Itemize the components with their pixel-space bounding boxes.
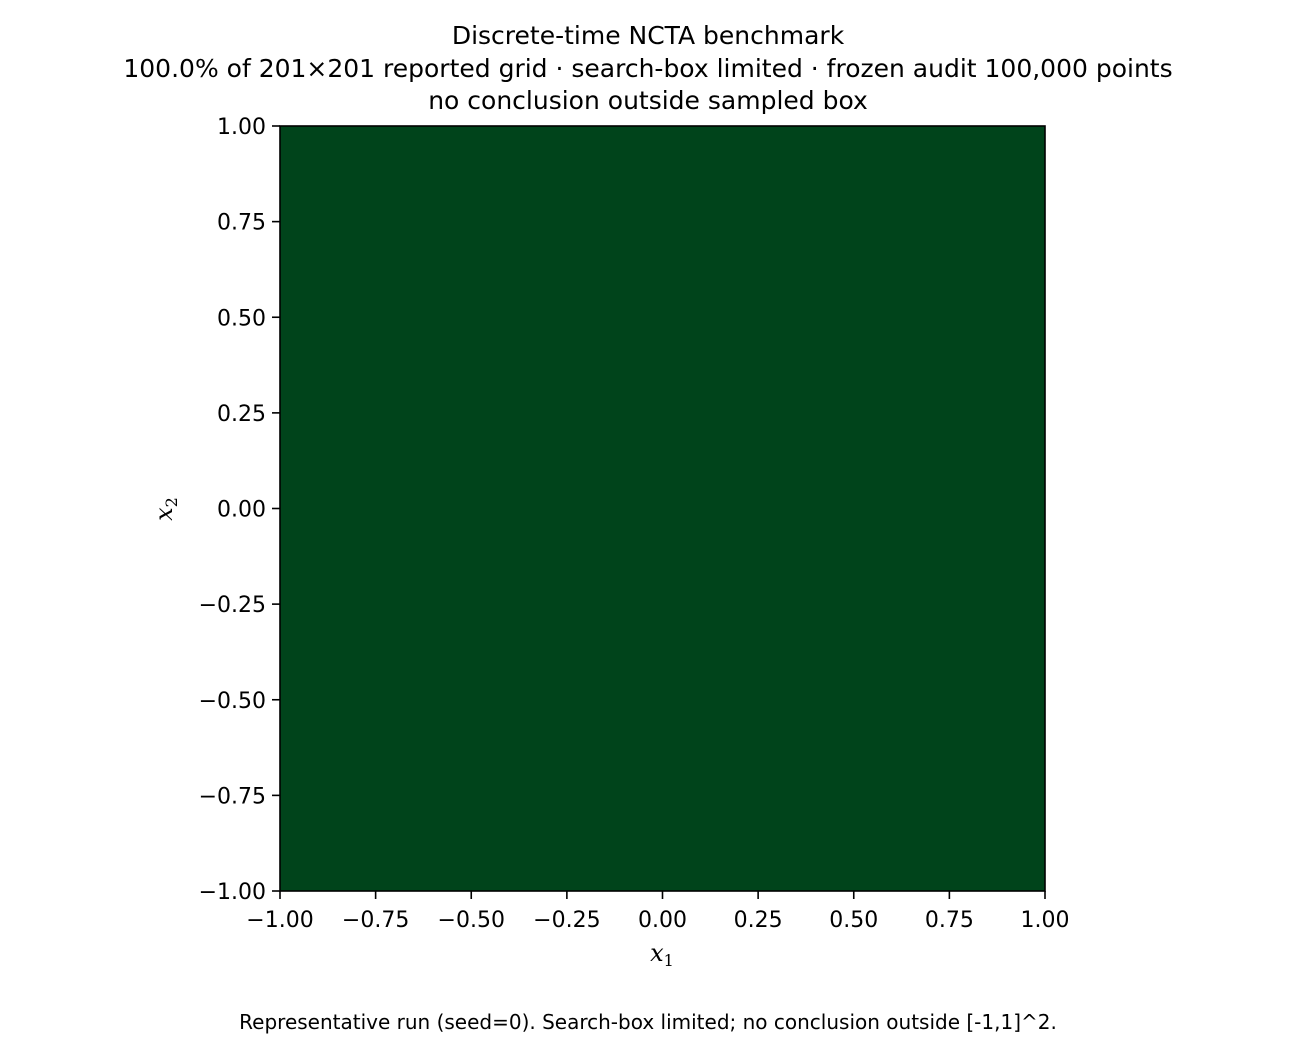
x-axis-label: x1 (650, 939, 674, 970)
x-axis-label-main: x (650, 939, 664, 967)
y-tick-label: −0.25 (199, 593, 266, 618)
y-axis-ticks: −1.00 −0.75 −0.50 −0.25 0.00 0.25 0.50 0.75 1.00 (199, 115, 280, 905)
y-tick-label: 0.00 (217, 498, 266, 523)
y-tick-label: −0.50 (199, 689, 266, 714)
x-tick-label: 0.50 (829, 908, 878, 933)
x-axis-ticks: −1.00 −0.75 −0.50 −0.25 0.00 0.25 0.50 0.75 1.00 (246, 891, 1069, 933)
x-tick-label: −0.25 (533, 908, 600, 933)
x-tick-label: −0.50 (438, 908, 505, 933)
x-tick-label: 0.25 (734, 908, 783, 933)
x-tick-label: −1.00 (246, 908, 313, 933)
y-axis-label: x2 (150, 497, 181, 521)
x-tick-label: −0.75 (342, 908, 409, 933)
chart-subtitle-line-2: no conclusion outside sampled box (428, 86, 868, 115)
y-tick-label: −0.75 (199, 784, 266, 809)
x-tick-label: 1.00 (1021, 908, 1070, 933)
x-axis-label-subscript: 1 (664, 951, 674, 970)
y-tick-label: 0.50 (217, 306, 266, 331)
heatmap-region (280, 126, 1045, 891)
plot-area (279, 125, 1046, 892)
y-tick-label: 1.00 (217, 115, 266, 140)
x-tick-label: 0.00 (638, 908, 687, 933)
x-tick-label: 0.75 (925, 908, 974, 933)
y-tick-label: 0.75 (217, 211, 266, 236)
y-tick-label: 0.25 (217, 402, 266, 427)
figure-caption: Representative run (seed=0). Search-box … (239, 1010, 1057, 1034)
y-axis-label-main: x (150, 507, 178, 521)
heatmap-chart: −1.00 −0.75 −0.50 −0.25 0.00 0.25 0.50 0.75 1.00… (150, 115, 1069, 970)
y-tick-label: −1.00 (199, 880, 266, 905)
y-axis-label-subscript: 2 (162, 497, 181, 507)
chart-title: Discrete-time NCTA benchmark (451, 21, 845, 50)
chart-subtitle-line-1: 100.0% of 201×201 reported grid · search… (123, 54, 1173, 83)
